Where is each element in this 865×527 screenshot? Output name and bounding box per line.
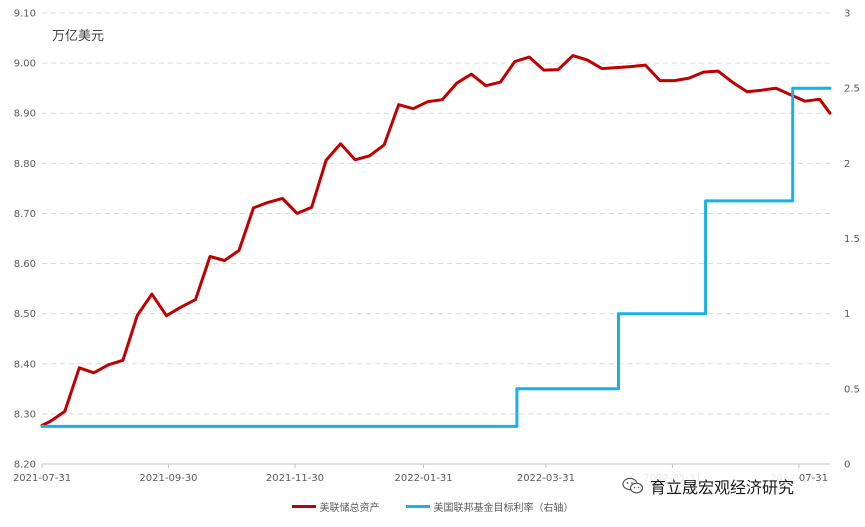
y-right-tick-label: 1 bbox=[844, 309, 850, 320]
legend-item-fed-funds-rate: 美国联邦基金目标利率（右轴） bbox=[405, 499, 574, 514]
y-left-tick-label: 9.00 bbox=[14, 59, 36, 70]
y-right-tick-label: 2.5 bbox=[844, 84, 860, 95]
x-tick-label: 2021-11-30 bbox=[266, 473, 324, 484]
x-tick-label: 2021-07-31 bbox=[13, 473, 71, 484]
y-right-tick-label: 1.5 bbox=[844, 234, 860, 245]
y-left-tick-label: 8.70 bbox=[14, 209, 36, 220]
legend-label-total-assets: 美联储总资产 bbox=[319, 502, 380, 514]
y-left-tick-label: 8.90 bbox=[14, 109, 36, 120]
wechat-icon bbox=[622, 477, 644, 494]
y-right-tick-label: 2 bbox=[844, 159, 850, 170]
y-right-tick-label: 0.5 bbox=[844, 384, 860, 395]
series-line-total-assets bbox=[40, 54, 832, 427]
y-left-tick-label: 8.30 bbox=[14, 409, 36, 420]
legend: 美联储总资产 美国联邦基金目标利率（右轴） bbox=[0, 497, 865, 515]
gridlines bbox=[42, 12, 830, 415]
legend-item-total-assets: 美联储总资产 bbox=[291, 499, 380, 514]
watermark-text: 育立晟宏观经济研究 bbox=[650, 478, 795, 497]
y-left-tick-label: 8.50 bbox=[14, 309, 36, 320]
x-tick-label: 2022-01-31 bbox=[394, 473, 452, 484]
y-axis-unit-label: 万亿美元 bbox=[52, 29, 104, 44]
y-left-tick-label: 8.40 bbox=[14, 359, 36, 370]
x-tick-label: 2022-03-31 bbox=[517, 473, 575, 484]
watermark: 育立晟宏观经济研究 bbox=[618, 474, 799, 498]
series-lines bbox=[40, 54, 832, 428]
axes: 8.20 8.30 8.40 8.50 8.60 8.70 8.80 8.90 9.00 9.10… bbox=[13, 9, 860, 485]
y-left-tick-label: 9.10 bbox=[14, 9, 36, 20]
y-right-tick-label: 0 bbox=[844, 460, 850, 471]
y-left-tick-label: 8.20 bbox=[14, 460, 36, 471]
x-tick-label: 2022-07-31 bbox=[770, 473, 828, 484]
y-left-tick-label: 8.60 bbox=[14, 259, 36, 270]
y-right-tick-label: 3 bbox=[844, 9, 850, 20]
x-tick-label: 2021-09-30 bbox=[139, 473, 197, 484]
legend-label-fed-funds-rate: 美国联邦基金目标利率（右轴） bbox=[433, 502, 574, 514]
series-line-fed-funds-rate bbox=[40, 86, 832, 428]
legend-swatch-total-assets bbox=[291, 504, 316, 508]
y-left-tick-label: 8.80 bbox=[14, 159, 36, 170]
legend-swatch-fed-funds-rate bbox=[405, 504, 430, 508]
